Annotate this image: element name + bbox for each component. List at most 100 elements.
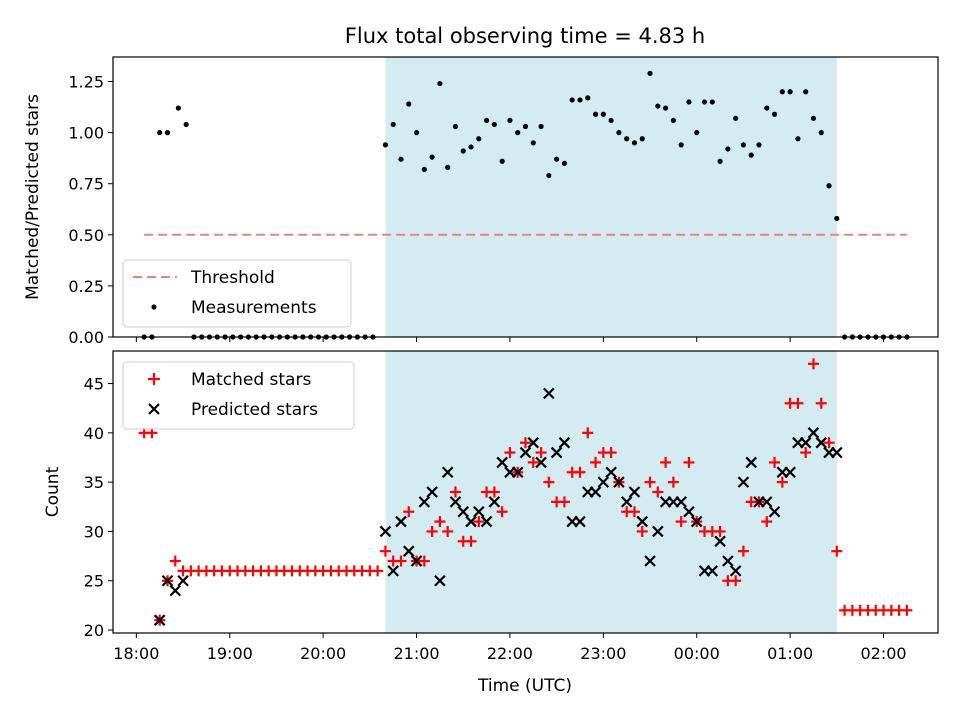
measurement-point [631, 140, 638, 146]
predicted-star-point [169, 584, 182, 597]
matched-star-point [527, 456, 539, 468]
predicted-star-point [831, 446, 843, 459]
matched-star-point [504, 447, 516, 459]
matched-star-point [465, 535, 477, 547]
measurement-point [616, 130, 622, 136]
measurement-point [390, 121, 396, 128]
matched-star-point [590, 456, 602, 468]
x-tick-label: 23:00 [580, 644, 626, 663]
measurement-point [717, 158, 723, 164]
measurement-point [561, 160, 568, 166]
predicted-star-point [714, 535, 726, 548]
measurement-point [460, 148, 466, 154]
measurement-point [740, 142, 747, 148]
measurement-point [771, 111, 778, 117]
measurement-point [554, 156, 560, 162]
predicted-star-point [613, 476, 625, 488]
measurement-point [694, 130, 700, 136]
matched-star-point [574, 466, 586, 478]
matched-star-point [776, 476, 788, 488]
x-tick-label: 22:00 [487, 644, 533, 663]
matched-star-point [737, 545, 749, 557]
measurement-point [756, 142, 762, 148]
predicted-star-point [729, 565, 742, 577]
measurement-point [452, 123, 459, 130]
predicted-star-point [605, 466, 617, 479]
top-y-axis-label: Matched/Predicted stars [23, 94, 43, 300]
measurement-point [530, 140, 536, 146]
matched-star-point [496, 506, 508, 518]
matched-star-point [628, 506, 640, 518]
bottom-legend-box [122, 361, 355, 430]
measurement-point [406, 101, 412, 107]
y-tick-label: 20 [84, 621, 104, 640]
measurement-point [733, 115, 739, 121]
top-legend-box [122, 259, 352, 328]
y-tick-label: 35 [84, 473, 104, 492]
predicted-star-point [675, 496, 687, 508]
matched-star-point [169, 555, 181, 567]
predicted-star-point [597, 476, 610, 488]
measurement-point [624, 136, 630, 142]
measurement-point [546, 172, 552, 179]
matched-star-point [434, 516, 446, 528]
measurement-point [476, 136, 482, 142]
measurement-point [779, 89, 785, 95]
measurement-point [670, 117, 676, 123]
matched-legend-swatch [148, 373, 160, 385]
predicted-star-point [543, 387, 555, 400]
y-tick-label: 0.00 [68, 328, 104, 347]
matched-star-point [815, 397, 827, 409]
predicted-star-point [652, 525, 664, 538]
top-plot-frame [112, 56, 939, 338]
matched-star-point [823, 437, 835, 449]
observing-window-top [385, 57, 837, 337]
measurement-point [803, 89, 809, 95]
matched-star-point [379, 545, 391, 557]
bottom-legend: Matched stars Predicted stars [122, 361, 355, 430]
threshold-legend-label: Threshold [190, 268, 275, 288]
matched-star-point [644, 476, 656, 488]
y-tick-label: 1.00 [68, 124, 104, 143]
matched-star-point [520, 437, 531, 449]
measurement-point [421, 166, 427, 173]
measurement-point [678, 142, 684, 148]
measurement-point [183, 121, 189, 128]
matched-star-point [636, 525, 648, 537]
matched-star-point [792, 397, 804, 409]
measurement-point [639, 136, 645, 142]
predicted-star-point [418, 496, 431, 508]
measurement-point [398, 156, 404, 162]
predicted-star-point [379, 525, 392, 538]
matched-star-point [418, 555, 430, 567]
y-tick-label: 0.50 [68, 226, 104, 245]
predicted-star-point [488, 496, 501, 508]
measurement-point [483, 117, 490, 123]
y-tick-label: 45 [84, 375, 104, 394]
measurement-point [437, 80, 443, 87]
matched-star-points [138, 358, 913, 626]
predicted-star-point [574, 515, 586, 528]
bottom-panel: 18:00 19:00 20:00 21:00 22:00 23:00 00:00 01:00… [43, 350, 939, 696]
measurement-point [592, 111, 599, 117]
measurement-point [522, 123, 529, 130]
matched-star-point [605, 447, 617, 459]
measurement-point [725, 146, 731, 152]
matched-star-point [831, 545, 843, 557]
predicted-legend-swatch [148, 403, 160, 415]
predicted-star-point [402, 545, 415, 557]
predicted-legend-label: Predicted stars [191, 400, 318, 420]
measurement-point [164, 130, 171, 136]
measurement-point [764, 105, 770, 111]
predicted-star-point [457, 505, 470, 518]
measurement-point [445, 164, 451, 170]
predicted-star-point [636, 515, 649, 528]
x-tick-label: 19:00 [207, 644, 253, 663]
measurement-point [175, 105, 181, 111]
predicted-star-point [527, 436, 540, 449]
measurement-point [468, 144, 474, 150]
matched-star-point [807, 358, 819, 370]
measurement-point [701, 99, 708, 105]
bottom-axis-ticks: 18:00 19:00 20:00 21:00 22:00 23:00 00:00 01:00… [84, 375, 907, 663]
